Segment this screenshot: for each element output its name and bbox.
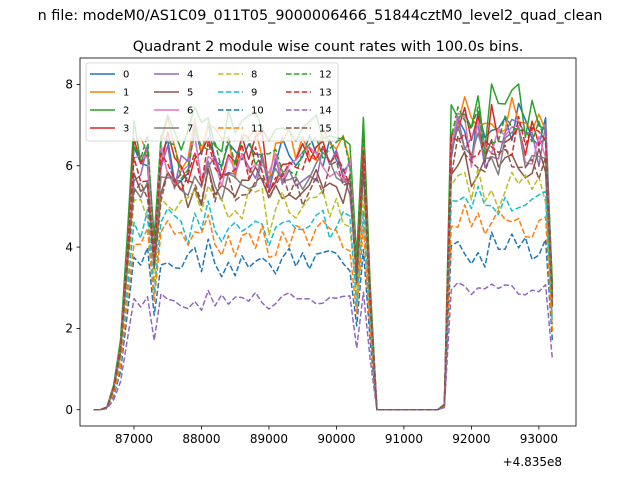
legend-label-2: 2: [123, 106, 129, 117]
x-tick-label: 87000: [115, 432, 153, 446]
series-line-9: [93, 185, 554, 411]
series-line-12: [93, 106, 554, 411]
legend-label-10: 10: [251, 106, 264, 117]
legend-label-3: 3: [123, 124, 129, 135]
legend-label-14: 14: [319, 106, 332, 117]
legend-label-4: 4: [187, 70, 193, 81]
series-line-13: [93, 115, 554, 411]
x-tick-label: 90000: [317, 432, 355, 446]
axes-frame: [79, 57, 577, 427]
y-tick-label: 2: [65, 322, 73, 336]
y-tick-label: 8: [65, 78, 73, 92]
legend-label-8: 8: [251, 70, 257, 81]
y-tick-label: 4: [65, 240, 73, 254]
y-tick-label: 6: [65, 159, 73, 173]
legend-label-11: 11: [251, 124, 264, 135]
legend-label-13: 13: [319, 88, 332, 99]
legend-label-6: 6: [187, 106, 193, 117]
legend-label-9: 9: [251, 88, 257, 99]
legend-label-5: 5: [187, 88, 193, 99]
series-line-7: [93, 126, 554, 411]
y-tick-label: 0: [65, 403, 73, 417]
legend-label-15: 15: [319, 124, 332, 135]
x-tick-label: 88000: [182, 432, 220, 446]
x-tick-label: 92000: [452, 432, 490, 446]
y-axis-ticks: 0 2 4 6 8: [65, 78, 80, 417]
series-line-15: [93, 135, 554, 411]
legend-label-7: 7: [187, 124, 193, 135]
legend-label-12: 12: [319, 70, 332, 81]
series-line-14: [93, 281, 554, 411]
x-axis-ticks: 87000 88000 89000 90000 91000 92000 93000: [115, 426, 558, 446]
chart-title: Quadrant 2 module wise count rates with …: [133, 39, 524, 55]
legend-label-0: 0: [123, 70, 129, 81]
figure-suptitle: n file: modeM0/AS1C09_011T05_9000006466_…: [38, 8, 603, 24]
series-line-11: [93, 204, 554, 411]
series-line-10: [93, 231, 554, 411]
legend-label-1: 1: [123, 88, 129, 99]
legend-box: [85, 62, 339, 142]
x-tick-label: 91000: [385, 432, 423, 446]
x-tick-label: 93000: [520, 432, 558, 446]
x-offset-label: +4.835e8: [503, 455, 562, 469]
x-tick-label: 89000: [250, 432, 288, 446]
